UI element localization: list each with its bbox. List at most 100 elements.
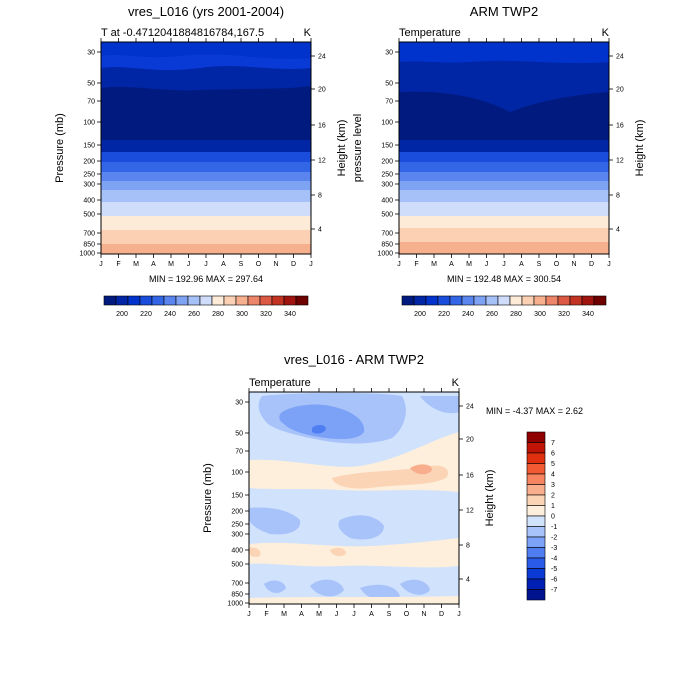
colorbar: 200 220 240 260 280 300 320 340 xyxy=(103,295,309,318)
contour-band xyxy=(101,86,311,140)
colorbar-label: 240 xyxy=(164,311,176,318)
y-tick-label: 250 xyxy=(231,522,243,529)
colorbar-swatch xyxy=(526,494,546,506)
colorbar-label: 340 xyxy=(582,311,594,318)
x-tick-label: N xyxy=(571,261,576,268)
colorbar-label: 320 xyxy=(260,311,272,318)
colorbar-label: 0 xyxy=(551,514,555,521)
y-ticks: 30 50 70 100 150 200 250 300 400 500 700 850 1000 xyxy=(227,400,249,608)
colorbar-swatch xyxy=(259,295,273,306)
y-tick-label: 150 xyxy=(83,143,95,150)
contour-band xyxy=(310,579,344,597)
x-tick-label: J xyxy=(247,611,251,618)
y-tick-label: 50 xyxy=(87,81,95,88)
colorbar-swatch xyxy=(526,515,546,527)
min-max-readout: MIN = 192.48 MAX = 300.54 xyxy=(447,274,561,284)
colorbar-label: -1 xyxy=(551,524,557,531)
contour-band xyxy=(420,396,459,414)
y-axis-label: pressure level xyxy=(352,114,364,182)
contour-band xyxy=(399,152,609,162)
colorbar-label: 5 xyxy=(551,461,555,468)
x-tick-label: A xyxy=(299,611,304,618)
colorbar-swatch xyxy=(526,452,546,464)
colorbar-label: -7 xyxy=(551,587,557,594)
contour-band xyxy=(249,547,261,557)
colorbar-label: -6 xyxy=(551,577,557,584)
colorbar-swatch xyxy=(526,589,546,601)
y-tick-label: 1000 xyxy=(79,251,95,258)
colorbar-label: 300 xyxy=(236,311,248,318)
x-tick-label: A xyxy=(449,261,454,268)
colorbar-swatch xyxy=(473,295,487,306)
y-tick-label: 850 xyxy=(231,592,243,599)
y-tick-label: 700 xyxy=(231,581,243,588)
panel-subtitle: Temperature xyxy=(249,377,311,389)
colorbar-swatch xyxy=(235,295,249,306)
x-tick-label: A xyxy=(369,611,374,618)
contour-band xyxy=(101,162,311,172)
x-tick-label: D xyxy=(589,261,594,268)
x-tick-label: F xyxy=(414,261,418,268)
colorbar-label: 300 xyxy=(534,311,546,318)
colorbar-label: 200 xyxy=(414,311,426,318)
colorbar-swatch xyxy=(593,295,607,306)
contour-band xyxy=(101,202,311,216)
colorbar-swatch xyxy=(127,295,141,306)
colorbar-swatch xyxy=(151,295,165,306)
y-ticks-right: 24 20 16 12 8 4 xyxy=(459,404,474,584)
panel-title: ARM TWP2 xyxy=(470,4,538,19)
y-tick-label: 70 xyxy=(235,449,243,456)
colorbar-swatch xyxy=(526,484,546,496)
y-tick-label: 30 xyxy=(385,50,393,57)
contour-band xyxy=(399,190,609,202)
y-tick-label: 850 xyxy=(83,242,95,249)
colorbar-swatch xyxy=(526,431,546,443)
y-tick-label: 200 xyxy=(231,509,243,516)
min-max-readout: MIN = -4.37 MAX = 2.62 xyxy=(486,406,583,416)
colorbar-swatch xyxy=(509,295,523,306)
colorbar-label: 200 xyxy=(116,311,128,318)
x-tick-label: J xyxy=(485,261,489,268)
contour-band xyxy=(399,202,609,216)
colorbar-label: 280 xyxy=(510,311,522,318)
x-tick-label: M xyxy=(431,261,437,268)
colorbar-label: 2 xyxy=(551,493,555,500)
panel-observation: ARM TWP2 Temperature K J F M A M J J A S O N D J 30 5… xyxy=(352,4,646,318)
y-tick-label: 70 xyxy=(87,99,95,106)
contour-field xyxy=(249,392,459,604)
contour-band xyxy=(399,140,609,152)
panel-title: vres_L016 - ARM TWP2 xyxy=(284,352,424,367)
y-tick-label: 500 xyxy=(381,212,393,219)
colorbar-swatch xyxy=(526,557,546,569)
contour-band xyxy=(249,596,459,604)
y-tick-label: 300 xyxy=(83,182,95,189)
contour-band xyxy=(101,140,311,152)
colorbar-swatch xyxy=(175,295,189,306)
colorbar-swatch xyxy=(271,295,285,306)
contour-band xyxy=(410,464,432,475)
y-right-tick-label: 4 xyxy=(616,227,620,234)
colorbar-swatch xyxy=(103,295,117,306)
contour-band xyxy=(399,42,609,64)
x-tick-label: O xyxy=(404,611,410,618)
contour-band xyxy=(330,547,346,557)
panel-units: K xyxy=(304,27,312,39)
y-right-tick-label: 4 xyxy=(466,577,470,584)
y-ticks-right: 24 20 16 12 8 4 xyxy=(311,54,326,234)
y-tick-label: 500 xyxy=(231,562,243,569)
y-tick-label: 200 xyxy=(83,159,95,166)
colorbar-swatch xyxy=(283,295,297,306)
x-tick-label: N xyxy=(273,261,278,268)
x-tick-label: J xyxy=(187,261,191,268)
colorbar-swatch xyxy=(223,295,237,306)
contour-band xyxy=(312,425,326,434)
y-right-tick-label: 8 xyxy=(318,193,322,200)
y-tick-label: 300 xyxy=(231,532,243,539)
x-tick-label: J xyxy=(99,261,103,268)
x-tick-label: O xyxy=(554,261,560,268)
x-tick-label: J xyxy=(204,261,208,268)
y-axis-label: Pressure (mb) xyxy=(54,113,66,183)
x-tick-label: J xyxy=(457,611,461,618)
x-tick-label: D xyxy=(291,261,296,268)
